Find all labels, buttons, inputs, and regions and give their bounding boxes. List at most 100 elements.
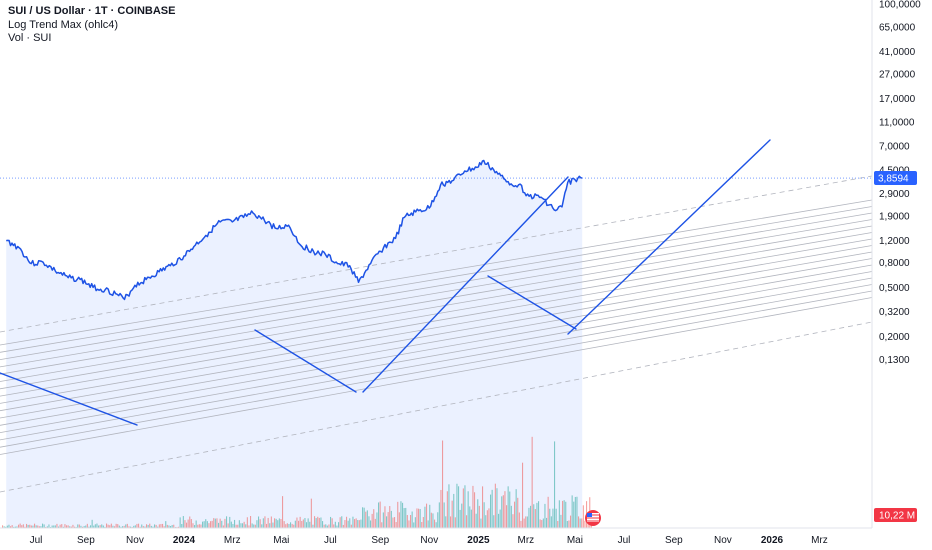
volume-bar — [584, 520, 586, 528]
volume-bar — [26, 523, 28, 528]
volume-bar — [43, 524, 45, 528]
volume-bar — [107, 524, 109, 528]
volume-bar — [454, 517, 456, 528]
volume-bar — [426, 503, 428, 528]
volume-bar — [339, 517, 341, 528]
volume-bar — [549, 508, 551, 528]
time-axis-label: Sep — [371, 535, 389, 546]
volume-bar — [51, 525, 53, 528]
volume-bar — [328, 524, 330, 528]
volume-bar — [530, 505, 532, 528]
volume-bar — [376, 512, 378, 528]
volume-bar — [155, 524, 157, 528]
volume-bar — [109, 525, 111, 528]
volume-bar — [323, 524, 325, 528]
volume-bar — [157, 526, 159, 528]
volume-bar — [299, 516, 301, 528]
trend-line-down-2[interactable] — [254, 329, 357, 393]
volume-bar — [520, 520, 522, 528]
volume-bar — [387, 512, 389, 528]
indicator-label[interactable]: Log Trend Max (ohlc4) — [8, 18, 119, 31]
channel-level-line — [0, 232, 873, 382]
volume-bar — [259, 519, 261, 528]
volume-bar — [125, 524, 127, 528]
volume-bar — [416, 508, 418, 528]
volume-bar — [554, 441, 556, 528]
volume-bar — [269, 523, 271, 528]
volume-bar — [160, 523, 162, 528]
trend-line-down-1[interactable] — [0, 372, 138, 426]
flag-icon-canton — [587, 513, 592, 517]
volume-bar — [366, 510, 368, 528]
volume-bar — [400, 501, 402, 528]
volume-bar — [83, 526, 85, 528]
volume-bar — [222, 525, 224, 528]
time-axis-label: Jul — [618, 535, 631, 546]
volume-bar — [546, 517, 548, 528]
volume-label[interactable]: Vol · SUI — [8, 32, 52, 44]
volume-bar — [245, 524, 247, 528]
volume-bar — [358, 520, 360, 528]
volume-bar — [578, 516, 580, 528]
volume-bar — [504, 491, 506, 528]
volume-bar — [198, 524, 200, 528]
volume-bar — [224, 518, 226, 528]
volume-bar — [102, 525, 104, 528]
price-line[interactable] — [6, 159, 583, 301]
volume-bar — [326, 525, 328, 528]
volume-bar — [30, 525, 32, 528]
volume-bar — [112, 525, 114, 528]
volume-bar — [430, 512, 432, 528]
log-trend-channel — [0, 175, 873, 493]
time-axis-label: 2026 — [761, 535, 784, 546]
time-axis-label: Mrz — [518, 535, 535, 546]
volume-bar — [338, 522, 340, 528]
flag-icon[interactable] — [585, 510, 601, 526]
last-price-tag-bg — [874, 171, 917, 185]
volume-bar — [381, 522, 383, 528]
price-axis-label: 4,5000 — [879, 165, 910, 176]
volume-bar — [525, 516, 527, 528]
symbol-title[interactable]: SUI / US Dollar · 1T · COINBASE — [8, 5, 176, 17]
volume-bar — [349, 518, 351, 528]
volume-bar — [413, 522, 415, 528]
volume-bar — [371, 513, 373, 528]
volume-bar — [574, 496, 576, 528]
volume-bar — [421, 521, 423, 528]
volume-bar — [85, 525, 87, 528]
volume-bar — [277, 520, 279, 528]
volume-bar — [403, 508, 405, 528]
volume-bar — [310, 498, 312, 528]
trend-line-down-3[interactable] — [487, 275, 577, 330]
volume-bar — [344, 520, 346, 528]
chart-legend[interactable]: SUI / US Dollar · 1T · COINBASE Log Tren… — [8, 5, 175, 46]
volume-bar — [18, 524, 20, 528]
time-axis[interactable]: Jul Sep Nov 2024 Mrz Mai Jul Sep Nov 2025 Mrz Mai Ju… — [30, 535, 828, 546]
volume-bar — [203, 521, 205, 528]
volume-bar — [214, 518, 216, 528]
volume-bar — [410, 515, 412, 528]
volume-bar — [499, 509, 501, 528]
volume-bar — [419, 509, 421, 528]
volume-bar — [74, 526, 76, 528]
volume-bar — [442, 440, 444, 528]
trend-lines[interactable] — [0, 139, 771, 426]
volume-bar — [3, 526, 5, 528]
volume-bar — [200, 524, 202, 528]
price-axis[interactable]: 560,0000360,0000240,0000160,0000100,0000… — [879, 0, 921, 366]
volume-bar — [13, 526, 15, 528]
volume-bar — [118, 525, 120, 528]
trend-line-up-2[interactable] — [567, 139, 771, 335]
volume-bar — [528, 507, 530, 528]
trend-line-up-1[interactable] — [362, 176, 569, 393]
volume-bar — [576, 496, 578, 528]
price-axis-label: 0,8000 — [879, 258, 910, 269]
volume-bar — [486, 510, 488, 528]
channel-level-line — [0, 277, 873, 433]
volume-bar — [264, 516, 266, 528]
volume-bar — [517, 497, 519, 528]
volume-bar — [242, 523, 244, 528]
volume-bar — [21, 525, 23, 528]
volume-bar — [178, 526, 180, 528]
